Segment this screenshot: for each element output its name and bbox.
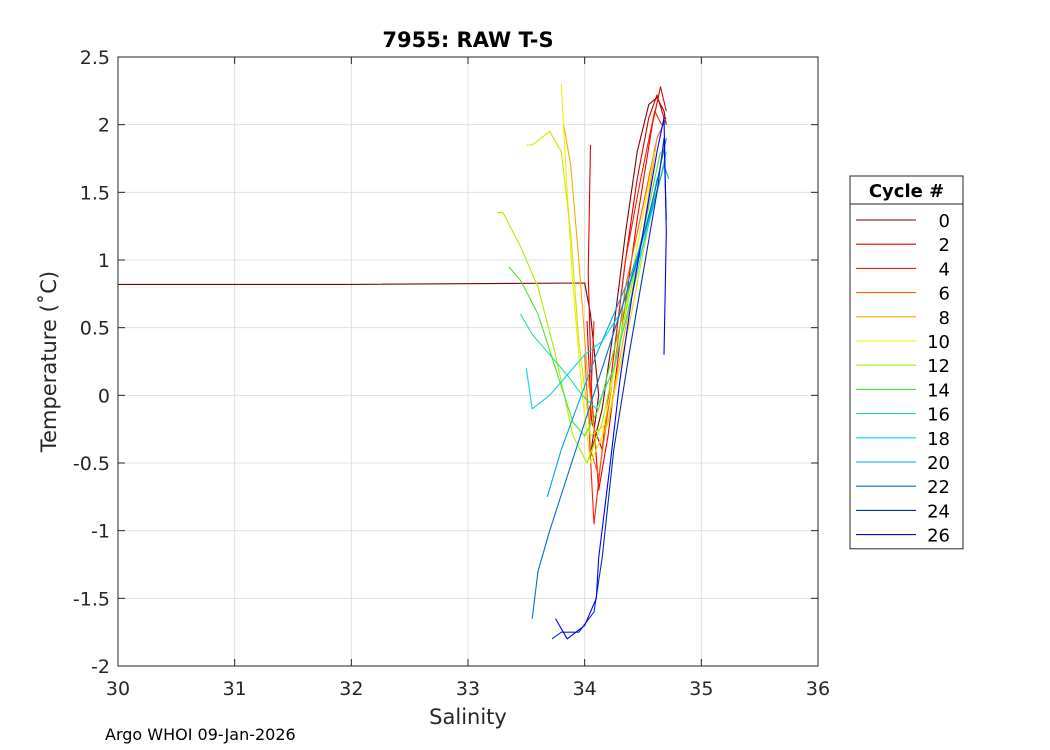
y-axis-label: Temperature (˚C) bbox=[37, 271, 61, 453]
x-axis-label: Salinity bbox=[429, 705, 507, 729]
legend-label: 14 bbox=[927, 380, 950, 401]
y-tick-label: 0.5 bbox=[80, 318, 110, 340]
series-line-0 bbox=[118, 97, 667, 457]
y-tick-label: -1.5 bbox=[73, 588, 110, 610]
legend-label: 8 bbox=[939, 308, 950, 329]
x-tick-label: 35 bbox=[689, 678, 713, 700]
legend-title: Cycle # bbox=[869, 181, 944, 202]
footer-credit: Argo WHOI 09-Jan-2026 bbox=[105, 725, 296, 744]
series-line-3 bbox=[588, 110, 663, 525]
x-tick-label: 33 bbox=[456, 678, 480, 700]
series-line-10 bbox=[520, 178, 658, 410]
legend-label: 12 bbox=[927, 356, 950, 377]
x-tick-label: 31 bbox=[223, 678, 247, 700]
axes: 30 31 32 33 34 35 36 2.5 2 1.5 1 0.5 0 -0.5 -1 -1.5 -2 bbox=[73, 47, 830, 700]
y-tick-label: 1.5 bbox=[80, 182, 110, 204]
y-tick-label: 1 bbox=[98, 250, 110, 272]
y-tick-label: -2 bbox=[91, 656, 110, 678]
legend-label: 20 bbox=[927, 453, 950, 474]
x-tick-label: 36 bbox=[806, 678, 830, 700]
series-line-14 bbox=[551, 137, 667, 640]
series-layer bbox=[118, 84, 670, 640]
legend-label: 4 bbox=[939, 259, 950, 280]
series-line-5 bbox=[563, 124, 658, 451]
series-line-6 bbox=[560, 84, 656, 464]
y-tick-label: -1 bbox=[91, 521, 110, 543]
series-line-11 bbox=[525, 151, 667, 410]
x-tick-label: 32 bbox=[339, 678, 363, 700]
legend-label: 22 bbox=[927, 477, 950, 498]
y-tick-label: 0 bbox=[98, 385, 110, 407]
series-line-13 bbox=[531, 138, 667, 619]
legend-label: 26 bbox=[927, 526, 950, 547]
y-tick-label: 2.5 bbox=[80, 47, 110, 69]
legend-label: 10 bbox=[927, 332, 950, 353]
x-tick-label: 30 bbox=[106, 678, 130, 700]
y-tick-label: 2 bbox=[98, 115, 110, 137]
legend-label: 24 bbox=[927, 501, 950, 522]
chart-title: 7955: RAW T-S bbox=[382, 28, 553, 52]
series-line-15 bbox=[555, 117, 667, 640]
y-tick-label: -0.5 bbox=[73, 453, 110, 475]
series-line-4 bbox=[584, 117, 667, 478]
legend-label: 2 bbox=[939, 235, 950, 256]
grid-lines bbox=[117, 56, 819, 667]
legend-label: 0 bbox=[939, 211, 950, 232]
legend-label: 18 bbox=[927, 429, 950, 450]
x-tick-label: 34 bbox=[573, 678, 597, 700]
legend-label: 16 bbox=[927, 405, 950, 426]
legend-label: 6 bbox=[939, 284, 950, 305]
series-line-7 bbox=[526, 130, 656, 437]
series-line-12 bbox=[546, 164, 670, 497]
